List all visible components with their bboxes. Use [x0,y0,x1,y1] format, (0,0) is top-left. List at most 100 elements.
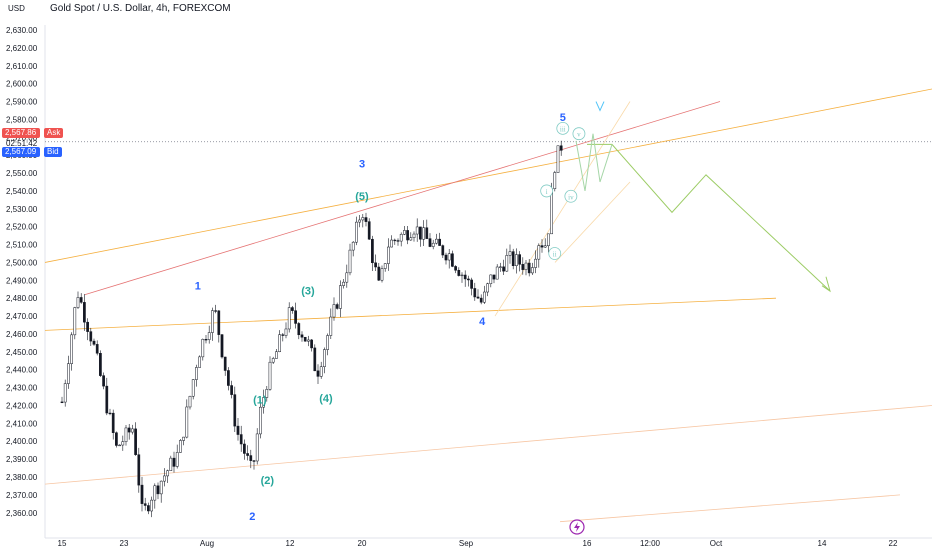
subwave-path [575,133,613,192]
wave-label: 5 [560,112,566,124]
ask-label: Ask [44,128,64,138]
candle-body [153,485,157,501]
candle-body [99,353,102,376]
candle-body [444,254,448,261]
candle-body [486,283,489,293]
fib-fan-line-2 [554,181,631,263]
y-axis: 2,630.00 2,620.00 2,610.00 2,600.00 2,590.00… [6,26,38,518]
projection-arrow-icon [821,276,831,293]
faint-trendline-1 [44,405,932,485]
candle-body [67,363,70,384]
candle-body [159,480,163,495]
candle-body [559,145,563,151]
candle-body [348,249,352,274]
y-tick-label: 2,440.00 [6,366,38,375]
candle-body [143,503,147,506]
candle-body [345,272,349,283]
candle-body [396,240,400,242]
y-tick-label: 2,410.00 [6,419,38,428]
candle-body [201,339,205,358]
x-tick-label: Aug [200,539,214,548]
candle-body [374,262,377,268]
candle-body [217,310,221,335]
candle-body [467,278,470,281]
y-tick-label: 2,480.00 [6,294,38,303]
wave-label: 2 [249,511,255,523]
candle-body [223,356,227,371]
y-tick-label: 2,420.00 [6,401,38,410]
candle-body [364,217,368,222]
candle-body [239,434,243,445]
y-tick-label: 2,450.00 [6,348,38,357]
candle-body [252,460,256,462]
subwave-marker [572,127,586,141]
candle-body [172,457,176,467]
candle-body [332,304,336,318]
candle-body [166,470,169,477]
candle-body [534,258,537,268]
x-tick-label: 22 [889,539,898,548]
candle-body [70,334,73,364]
candle-body [511,251,515,266]
y-tick-label: 2,530.00 [6,205,38,214]
candle-body [188,395,192,408]
candle-body [220,334,224,358]
candle-body [412,233,416,239]
y-tick-label: 2,370.00 [6,491,38,500]
candle-body [303,336,307,342]
bid-price-tag: 2,567.09 [2,147,40,157]
candle-body [108,412,112,415]
candle-body [438,238,441,246]
candle-body [124,427,128,442]
candle-body [387,246,390,264]
candle-body [355,221,358,243]
candle-body [137,454,141,486]
symbol-title[interactable]: Gold Spot / U.S. Dollar, 4h, FOREXCOM [50,3,231,14]
candle-body [73,307,77,336]
subwave-label: iii [560,125,566,133]
candle-body [556,145,560,173]
candle-body [451,253,454,267]
candle-body [105,385,109,414]
x-tick-label: 16 [583,539,592,548]
candle-body [111,412,115,433]
lightning-icon[interactable] [569,519,585,535]
ask-price: 2,567.86 [5,128,37,137]
wave-label: (2) [261,475,275,487]
y-tick-label: 2,540.00 [6,187,38,196]
candle-body [335,304,339,309]
wave-label: 3 [359,159,365,171]
y-tick-label: 2,580.00 [6,115,38,124]
y-tick-label: 2,520.00 [6,223,38,232]
candle-body [479,297,483,303]
y-tick-label: 2,460.00 [6,330,38,339]
candle-body [518,254,521,265]
candle-body [380,268,384,281]
subwave-marker [548,247,562,260]
candle-body [431,242,435,247]
subwave-label: i [546,188,548,196]
candle-body [499,266,502,268]
candle-body [233,394,237,427]
candle-body [131,428,134,433]
candle-body [425,227,429,239]
candle-body [313,347,317,372]
candles [60,140,563,518]
wave-label: (1) [253,395,267,407]
y-tick-label: 2,380.00 [6,473,38,482]
candle-body [553,172,557,190]
candle-body [115,432,118,446]
candle-body [339,285,342,309]
candle-body [156,485,160,495]
candle-body [447,253,451,261]
candle-body [428,238,432,247]
candle-body [243,443,246,454]
candle-body [393,239,397,242]
y-tick-label: 2,500.00 [6,258,38,267]
candle-body [185,406,189,438]
candle-body [294,310,297,324]
candle-body [419,226,422,240]
candle-body [377,266,381,281]
